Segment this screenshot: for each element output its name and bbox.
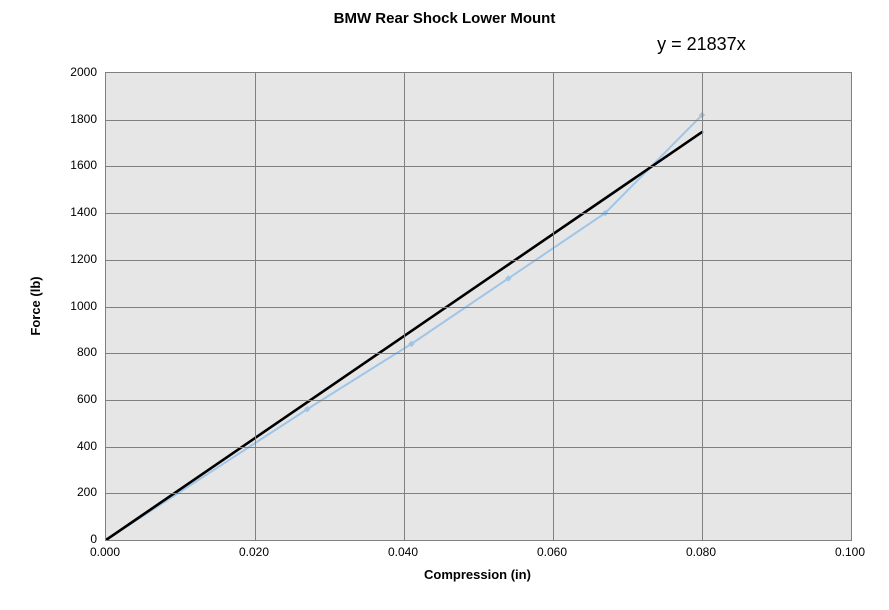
gridline-v [255,73,256,540]
x-tick-label: 0.100 [835,545,865,559]
gridline-h [106,120,851,121]
x-tick-label: 0.020 [239,545,269,559]
x-tick-label: 0.060 [537,545,567,559]
x-axis-label: Compression (in) [105,567,850,582]
gridline-v [404,73,405,540]
gridline-h [106,213,851,214]
gridline-h [106,166,851,167]
data-point-marker [305,407,310,412]
x-tick-label: 0.000 [90,545,120,559]
chart-container: BMW Rear Shock Lower Mount y = 21837x Fo… [0,0,889,610]
y-axis-label: Force (lb) [28,276,43,335]
gridline-v [702,73,703,540]
gridline-h [106,493,851,494]
gridline-v [553,73,554,540]
chart-title: BMW Rear Shock Lower Mount [0,10,889,27]
x-tick-label: 0.040 [388,545,418,559]
gridline-h [106,307,851,308]
data-point-marker [106,538,109,541]
gridline-h [106,447,851,448]
gridline-h [106,400,851,401]
gridline-h [106,260,851,261]
data-point-marker [506,276,511,281]
trendline-equation: y = 21837x [657,34,746,55]
gridline-h [106,353,851,354]
data-point-marker [409,341,414,346]
plot-area [105,72,852,541]
x-tick-label: 0.080 [686,545,716,559]
